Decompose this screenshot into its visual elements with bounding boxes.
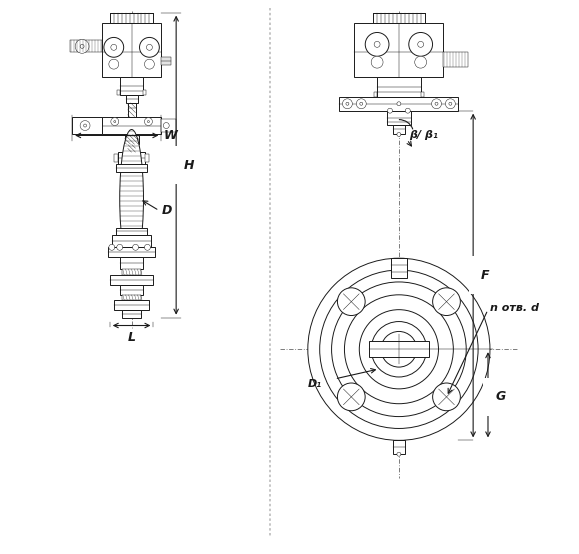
Circle shape — [163, 122, 169, 129]
Bar — [112, 235, 151, 247]
Circle shape — [433, 288, 460, 316]
Text: L: L — [127, 331, 135, 345]
Circle shape — [371, 57, 383, 68]
Bar — [127, 145, 135, 152]
Circle shape — [109, 244, 115, 250]
Circle shape — [148, 121, 149, 122]
Bar — [144, 90, 146, 95]
Circle shape — [397, 452, 401, 456]
Circle shape — [360, 102, 363, 105]
Bar — [120, 77, 144, 95]
Circle shape — [431, 99, 441, 109]
Circle shape — [320, 270, 478, 428]
Bar — [108, 247, 155, 257]
Circle shape — [415, 57, 427, 68]
Bar — [118, 152, 145, 164]
Bar — [145, 154, 149, 162]
Circle shape — [145, 59, 155, 69]
Circle shape — [308, 258, 490, 440]
Circle shape — [381, 331, 417, 367]
Bar — [377, 77, 421, 97]
Text: β/ β₁: β/ β₁ — [409, 130, 438, 140]
Circle shape — [338, 288, 365, 316]
Text: D₁: D₁ — [308, 379, 322, 389]
Circle shape — [83, 124, 86, 127]
Bar — [122, 295, 141, 300]
Circle shape — [104, 38, 124, 57]
Bar — [393, 125, 405, 135]
Circle shape — [146, 44, 152, 50]
Bar — [102, 23, 162, 77]
Circle shape — [75, 39, 89, 53]
Circle shape — [397, 132, 401, 136]
Circle shape — [365, 33, 389, 57]
Circle shape — [374, 42, 380, 47]
Text: W: W — [163, 129, 177, 142]
Circle shape — [371, 321, 427, 377]
Circle shape — [409, 33, 433, 57]
Text: F: F — [481, 269, 490, 281]
Circle shape — [140, 38, 159, 57]
Circle shape — [346, 102, 349, 105]
Bar — [387, 111, 411, 125]
Bar — [120, 285, 144, 295]
Text: D: D — [162, 204, 172, 217]
Text: H: H — [184, 158, 195, 172]
Bar — [72, 117, 102, 135]
Circle shape — [145, 244, 151, 250]
Bar — [120, 257, 144, 269]
Bar — [421, 92, 424, 97]
Ellipse shape — [120, 130, 144, 268]
Bar — [126, 95, 138, 102]
Bar — [127, 102, 135, 117]
Bar — [354, 23, 444, 77]
Circle shape — [109, 59, 119, 69]
Circle shape — [80, 44, 84, 48]
Bar — [114, 300, 149, 310]
Bar — [374, 92, 377, 97]
Circle shape — [342, 99, 353, 109]
Circle shape — [133, 244, 138, 250]
Bar — [122, 310, 141, 317]
Bar — [162, 57, 171, 65]
Bar — [162, 119, 176, 132]
Circle shape — [117, 244, 123, 250]
Bar — [116, 164, 148, 172]
Circle shape — [345, 295, 453, 404]
Circle shape — [449, 102, 452, 105]
Bar — [110, 275, 153, 285]
Bar — [116, 228, 148, 235]
Bar — [391, 258, 407, 278]
Circle shape — [417, 42, 424, 47]
Bar — [339, 97, 459, 111]
Bar — [124, 135, 138, 145]
Circle shape — [356, 99, 367, 109]
Bar — [393, 440, 405, 454]
Bar — [70, 40, 102, 52]
Circle shape — [145, 117, 152, 126]
Circle shape — [387, 108, 393, 113]
Bar — [373, 13, 424, 23]
Bar — [122, 269, 141, 275]
Circle shape — [111, 117, 119, 126]
Bar — [444, 52, 468, 67]
Circle shape — [111, 44, 117, 50]
Circle shape — [338, 383, 365, 411]
Circle shape — [332, 282, 466, 417]
Circle shape — [435, 102, 438, 105]
Circle shape — [114, 121, 116, 122]
Circle shape — [445, 99, 455, 109]
Text: G: G — [496, 390, 506, 403]
Bar — [117, 90, 120, 95]
Bar — [102, 117, 162, 135]
Bar — [110, 13, 153, 23]
Circle shape — [433, 383, 460, 411]
Circle shape — [80, 121, 90, 131]
Circle shape — [405, 108, 411, 113]
Circle shape — [360, 310, 438, 389]
Bar — [114, 154, 118, 162]
Circle shape — [397, 102, 401, 106]
Text: n отв. d: n отв. d — [490, 302, 539, 312]
Bar — [369, 341, 428, 357]
